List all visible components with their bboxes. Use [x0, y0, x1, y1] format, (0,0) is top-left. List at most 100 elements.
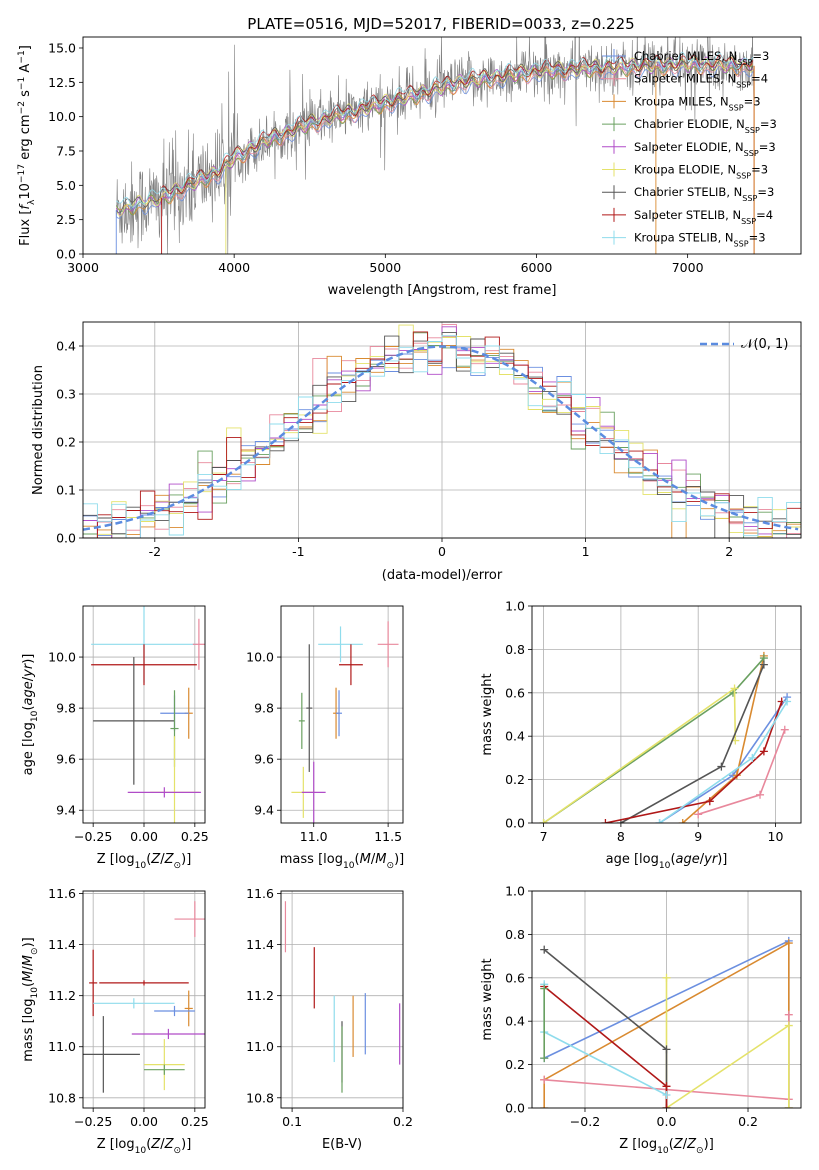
x-tick-label: 0.1	[282, 1114, 302, 1129]
y-tick-label: 0.4	[56, 339, 76, 354]
y-tick-label: 12.5	[48, 75, 76, 90]
plot-area	[539, 651, 792, 823]
x-tick-label: 8	[617, 829, 625, 844]
normal-reference-curve	[83, 345, 799, 531]
mass-weight-marker	[730, 684, 739, 693]
spectrum-panel: 3000 4000 5000 6000 7000 0.0 2.5 5.0 7.5 10.0 12.5…	[17, 36, 802, 298]
y-tick-label: 0.8	[505, 642, 525, 657]
y-tick-label: 0.6	[505, 970, 525, 985]
y-tick-label: 11.6	[246, 886, 274, 901]
y-tick-label: 0.8	[505, 927, 525, 942]
legend-label: 𝒩(0, 1)	[741, 337, 788, 352]
legend-label: Salpeter STELIB, NSSP=4	[634, 208, 773, 226]
x-axis-label: (data-model)/error	[382, 568, 503, 583]
y-tick-label: 11.0	[48, 1039, 76, 1054]
mass-weight-vs-age-panel: 7 8 9 10 0.0 0.2 0.4 0.6 0.8 1.0 age [log10(age/yr…	[480, 599, 802, 871]
y-axis-label: Normed distribution	[31, 365, 46, 495]
x-tick-label: −0.2	[570, 1114, 600, 1129]
plot-area	[91, 606, 205, 823]
legend: Chabrier MILES, NSSP=3 Salpeter MILES, NS…	[602, 49, 777, 248]
x-tick-label: 0.00	[130, 1114, 158, 1129]
mass-weight-marker	[784, 939, 793, 948]
plot-area	[83, 323, 801, 538]
legend-label: Salpeter MILES, NSSP=4	[634, 72, 768, 90]
mass-vs-Z-panel: −0.25 0.00 0.25 10.8 11.0 11.2 11.4 11.6 Z [log1…	[21, 886, 209, 1156]
plot-area	[291, 621, 399, 823]
y-axis-label: mass [log10(M/M⊙)]	[21, 937, 40, 1061]
legend-label: Kroupa ELODIE, NSSP=3	[634, 163, 768, 181]
model-spectrum-line	[116, 51, 754, 208]
x-axis-label: E(B-V)	[322, 1137, 362, 1152]
x-tick-label: 5000	[369, 260, 401, 275]
y-tick-label: 2.5	[56, 212, 76, 227]
mass-weight-marker	[540, 1075, 549, 1084]
x-tick-label: 6000	[521, 260, 553, 275]
plot-frame	[82, 605, 206, 824]
legend-label: Chabrier ELODIE, NSSP=3	[634, 117, 777, 135]
plot-frame	[82, 890, 206, 1109]
mass-weight-marker	[662, 1104, 671, 1108]
mass-weight-line	[543, 657, 765, 823]
mass-weight-marker	[662, 1045, 671, 1054]
y-axis-label: mass weight	[480, 958, 495, 1040]
legend-label: Kroupa MILES, NSSP=3	[634, 94, 761, 112]
mass-weight-marker	[694, 810, 703, 819]
mass-vs-EBV-panel: 0.1 0.2 10.8 11.0 11.2 11.4 11.6 E(B-V)	[246, 886, 413, 1152]
legend-label: Kroupa STELIB, NSSP=3	[634, 231, 766, 249]
y-tick-label: 0.6	[505, 685, 525, 700]
mass-weight-marker	[756, 790, 765, 799]
y-tick-label: 9.6	[254, 752, 274, 767]
y-tick-label: 0.1	[56, 483, 76, 498]
y-tick-label: 0.2	[505, 1057, 525, 1072]
y-tick-label: 11.2	[48, 988, 76, 1003]
x-tick-label: 9	[694, 829, 702, 844]
y-tick-label: 11.0	[246, 1039, 274, 1054]
mass-weight-marker	[540, 1104, 549, 1108]
x-tick-label: 4000	[218, 260, 250, 275]
mass-weight-marker	[784, 1010, 793, 1019]
x-tick-label: 0.25	[181, 829, 209, 844]
x-tick-label: -2	[149, 544, 161, 559]
x-tick-label: 7000	[672, 260, 704, 275]
y-tick-label: 10.8	[246, 1090, 274, 1105]
model-spectrum-line	[116, 60, 754, 219]
plot-frame	[82, 321, 802, 539]
y-tick-label: 10.8	[48, 1090, 76, 1105]
residual-histogram	[83, 326, 801, 538]
plot-frame	[280, 605, 404, 824]
x-axis-label: Z [log10(Z/Z⊙)]	[97, 852, 192, 871]
y-tick-label: 11.6	[48, 886, 76, 901]
x-tick-label: −0.25	[74, 829, 112, 844]
y-tick-label: 0.2	[505, 772, 525, 787]
plot-area	[115, 37, 755, 254]
y-tick-label: 11.4	[246, 937, 274, 952]
mass-weight-marker	[759, 747, 768, 756]
mass-weight-line	[665, 977, 790, 1108]
y-tick-label: 9.4	[56, 803, 76, 818]
residuals-panel: -2 -1 0 1 2 0.0 0.1 0.2 0.3 0.4 𝒩(0, 1) (data-model…	[31, 321, 802, 583]
y-tick-label: 0.0	[56, 531, 76, 546]
y-tick-label: 0.3	[56, 387, 76, 402]
y-axis-label: mass weight	[480, 673, 495, 755]
plot-layer: 3000 4000 5000 6000 70000.02.55.07.510.012.5…	[17, 36, 802, 1156]
mass-weight-marker	[655, 819, 664, 823]
mass-weight-marker	[601, 819, 610, 823]
x-tick-label: 11.0	[300, 829, 328, 844]
legend-label: Chabrier MILES, NSSP=3	[634, 49, 769, 67]
figure-title: PLATE=0516, MJD=52017, FIBERID=0033, z=0…	[247, 15, 634, 33]
mass-weight-marker	[662, 1082, 671, 1091]
age-vs-mass-panel: 11.0 11.5 9.4 9.6 9.8 10.0 mass [log10(M/M⊙)]	[246, 605, 404, 871]
x-tick-label: 3000	[67, 260, 99, 275]
y-tick-label: 1.0	[505, 599, 525, 614]
x-tick-label: 7	[540, 829, 548, 844]
x-tick-label: 0.0	[657, 1114, 677, 1129]
mass-weight-marker	[662, 973, 671, 982]
plot-frame	[531, 605, 802, 824]
y-tick-label: 7.5	[56, 143, 76, 158]
legend-label: Salpeter ELODIE, NSSP=3	[634, 140, 776, 158]
mass-weight-marker	[705, 797, 714, 806]
y-tick-label: 9.8	[254, 701, 274, 716]
y-tick-label: 5.0	[56, 178, 76, 193]
mass-weight-marker	[784, 1104, 793, 1108]
